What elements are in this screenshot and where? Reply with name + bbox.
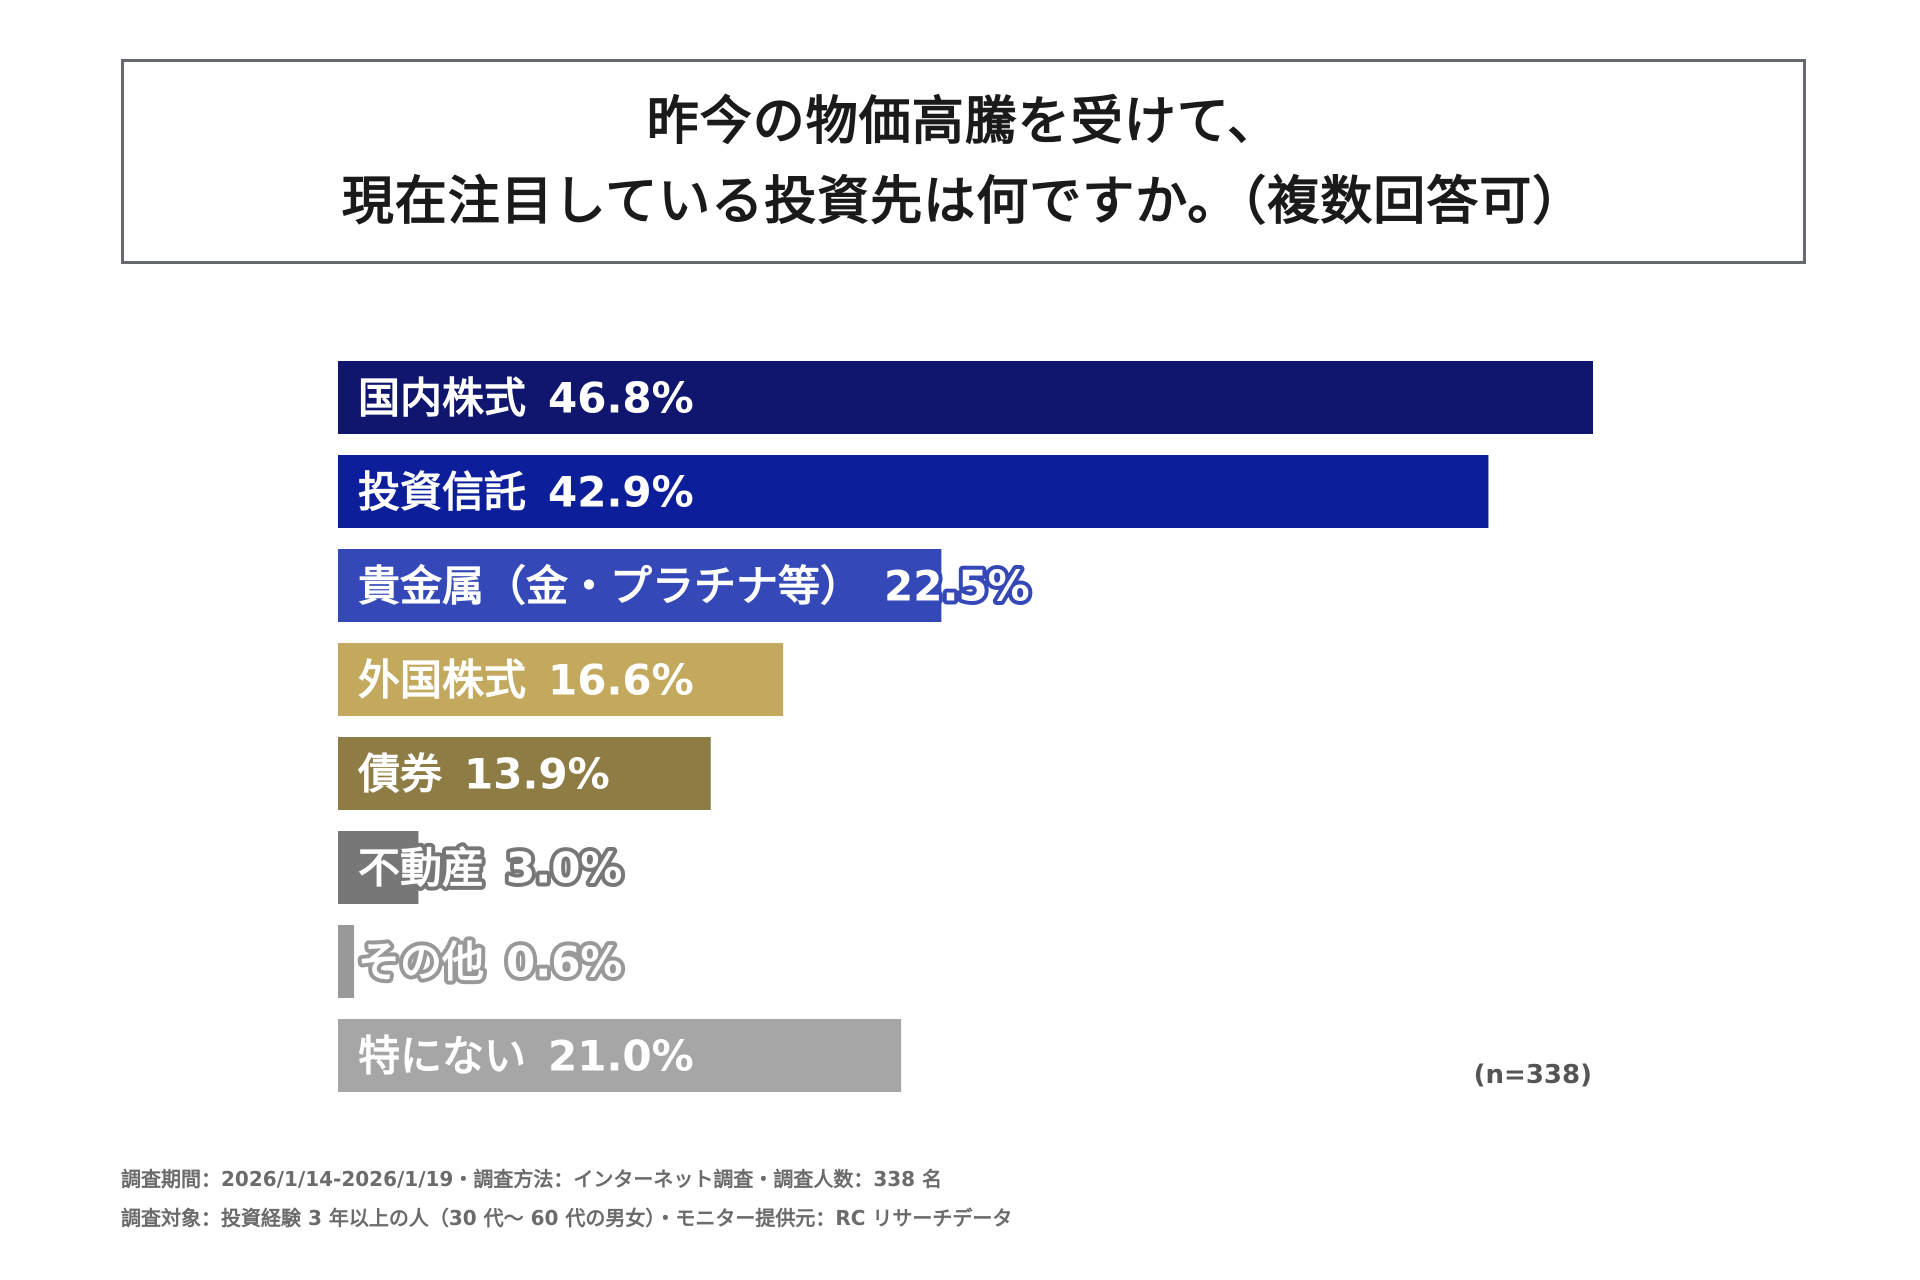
bar-value-3: 22.5% bbox=[884, 562, 1030, 611]
bar-2 bbox=[338, 455, 1489, 528]
bar-label-8: 特にない 21.0% bbox=[358, 1032, 694, 1081]
bar-1 bbox=[338, 361, 1593, 434]
survey-footnote-2: 調査対象：投資経験 3 年以上の人（30 代〜 60 代の男女）・モニター提供元… bbox=[121, 1206, 1013, 1230]
bar-category-2: 投資信託 bbox=[358, 468, 526, 517]
bar-value-7: 0.6% bbox=[506, 938, 622, 987]
bar-label-2: 投資信託 42.9% bbox=[358, 468, 694, 517]
bar-category-4: 外国株式 bbox=[358, 656, 526, 705]
survey-footnote-1: 調査期間：2026/1/14-2026/1/19・調査方法：インターネット調査・… bbox=[121, 1167, 943, 1191]
bar-label-6: 不動産 3.0% bbox=[358, 844, 623, 893]
bar-label-4: 外国株式 16.6% bbox=[358, 656, 694, 705]
bar-label-3: 貴金属（金・プラチナ等） 22.5% bbox=[358, 562, 1030, 611]
bar-category-6: 不動産 bbox=[358, 844, 484, 893]
bar-value-2: 42.9% bbox=[548, 468, 694, 517]
bar-value-5: 13.9% bbox=[464, 750, 610, 799]
bar-7 bbox=[338, 925, 355, 998]
bar-label-1: 国内株式 46.8% bbox=[358, 374, 694, 423]
bar-value-1: 46.8% bbox=[548, 374, 694, 423]
bar-category-8: 特にない bbox=[358, 1032, 526, 1081]
bar-5 bbox=[338, 737, 711, 810]
bar-category-1: 国内株式 bbox=[358, 374, 526, 423]
chart-title-line-1: 昨今の物価高騰を受けて、 bbox=[646, 91, 1281, 152]
bar-3 bbox=[338, 549, 942, 622]
bar-value-6: 3.0% bbox=[506, 844, 622, 893]
bar-8 bbox=[338, 1019, 902, 1092]
sample-size-label: (n=338) bbox=[1473, 1060, 1592, 1090]
bar-category-7: その他 bbox=[358, 938, 484, 987]
bar-category-5: 債券 bbox=[357, 750, 443, 799]
bar-value-8: 21.0% bbox=[548, 1032, 694, 1081]
chart-title-box: 昨今の物価高騰を受けて、 現在注目している投資先は何ですか。（複数回答可） bbox=[121, 59, 1806, 264]
bar-label-7: その他 0.6% bbox=[358, 938, 623, 987]
bar-4 bbox=[338, 643, 784, 716]
chart-title-line-2: 現在注目している投資先は何ですか。（複数回答可） bbox=[341, 171, 1586, 232]
bar-value-4: 16.6% bbox=[548, 656, 694, 705]
bar-6 bbox=[338, 831, 419, 904]
bar-category-3: 貴金属（金・プラチナ等） bbox=[358, 562, 862, 611]
bar-label-5: 債券 13.9% bbox=[357, 750, 610, 799]
